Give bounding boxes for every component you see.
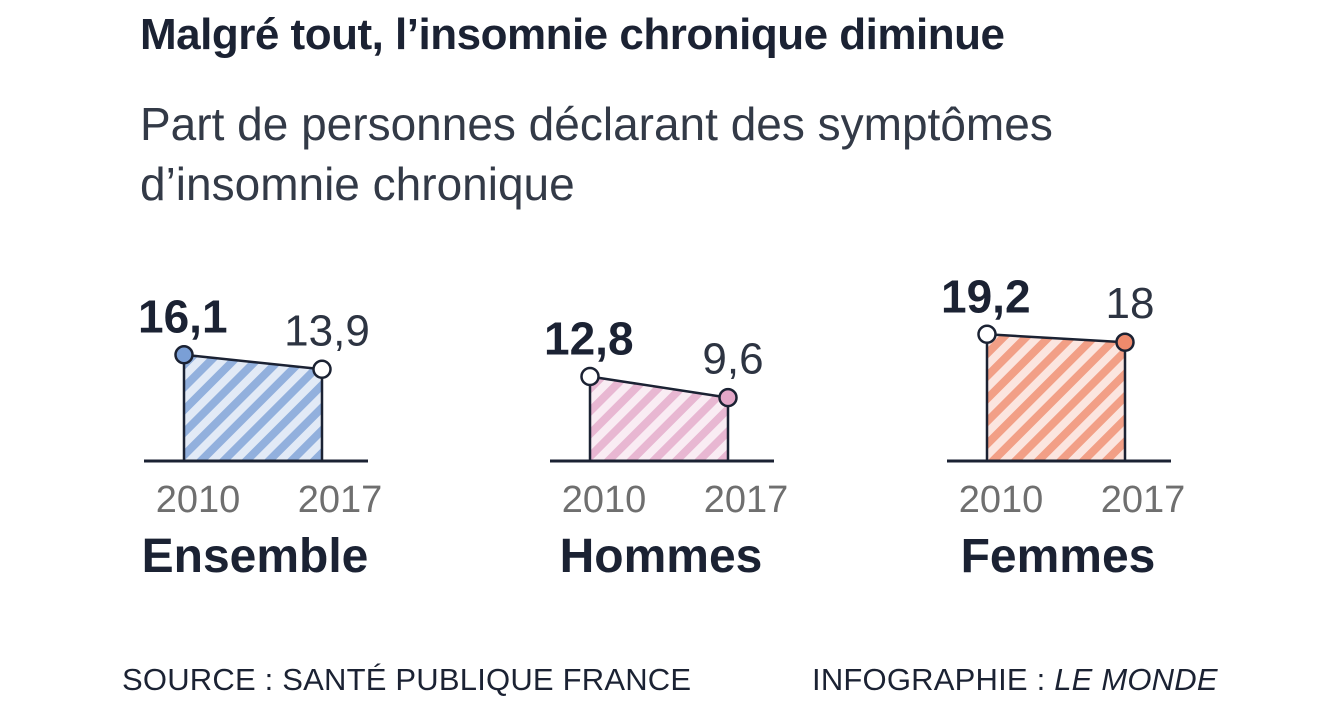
x-tick-label: 2017 bbox=[298, 479, 383, 521]
source-note: SOURCE : SANTÉ PUBLIQUE FRANCE bbox=[122, 662, 692, 697]
value-label: 12,8 bbox=[544, 313, 634, 365]
data-point bbox=[718, 387, 738, 408]
area-femmes bbox=[985, 333, 1127, 463]
chart-title: Malgré tout, l’insomnie chronique diminu… bbox=[140, 10, 1005, 59]
chart-subtitle: Part de personnes déclarant des symptôme… bbox=[140, 98, 1053, 210]
value-label: 16,1 bbox=[138, 291, 228, 343]
panel-label: Ensemble bbox=[142, 530, 369, 583]
chart-area: 16,1 13,9 2010 2017 Ensemble 12,8 9,6 2010 2017 H… bbox=[138, 270, 1185, 583]
data-point bbox=[312, 359, 332, 380]
area-ensemble bbox=[182, 353, 324, 463]
area-hommes bbox=[588, 375, 730, 463]
data-point bbox=[1115, 332, 1135, 352]
data-point bbox=[174, 344, 194, 365]
credit-prefix: INFOGRAPHIE : bbox=[812, 662, 1055, 697]
x-tick-label: 2017 bbox=[704, 479, 789, 521]
data-point bbox=[977, 324, 997, 345]
panel-label: Hommes bbox=[560, 530, 763, 583]
credit-note: INFOGRAPHIE : LE MONDE bbox=[812, 662, 1218, 698]
x-tick-label: 2017 bbox=[1101, 479, 1186, 521]
value-label: 18 bbox=[1106, 279, 1155, 328]
x-tick-label: 2010 bbox=[959, 479, 1044, 521]
panel-label: Femmes bbox=[961, 530, 1156, 583]
panel-femmes: 19,2 18 2010 2017 Femmes bbox=[941, 270, 1185, 583]
panel-ensemble: 16,1 13,9 2010 2017 Ensemble bbox=[138, 291, 382, 583]
data-point bbox=[580, 366, 600, 387]
value-label: 13,9 bbox=[284, 306, 370, 355]
value-label: 9,6 bbox=[702, 335, 763, 384]
x-tick-label: 2010 bbox=[562, 479, 647, 521]
panel-hommes: 12,8 9,6 2010 2017 Hommes bbox=[544, 313, 788, 583]
x-tick-label: 2010 bbox=[156, 479, 241, 521]
credit-brand: LE MONDE bbox=[1054, 662, 1218, 697]
value-label: 19,2 bbox=[941, 270, 1031, 322]
